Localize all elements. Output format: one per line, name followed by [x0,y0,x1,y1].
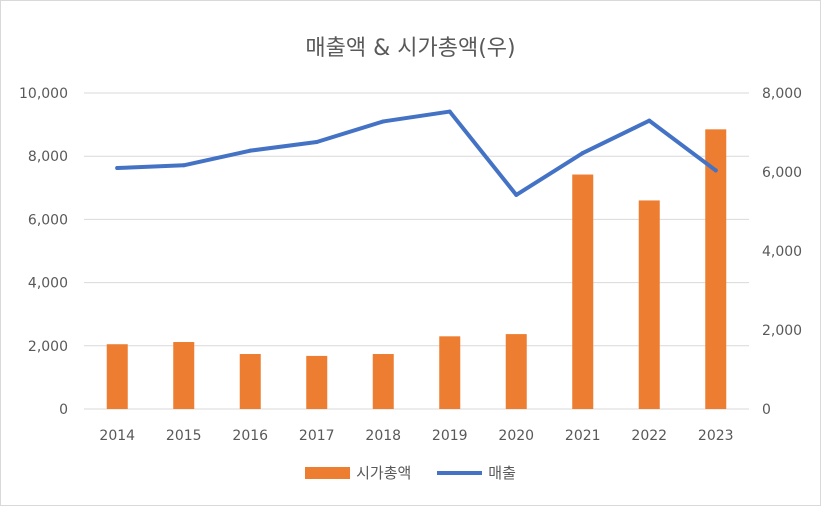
point-revenue [314,139,319,144]
bar-market-cap [572,174,594,409]
point-revenue [580,151,585,156]
y-left-tick-label: 0 [59,402,68,418]
legend-line-swatch [437,470,483,475]
x-tick-label: 2018 [365,428,401,444]
y-right-tick-label: 0 [762,402,771,418]
line-revenue [115,109,718,197]
point-revenue [181,163,186,168]
point-revenue [248,148,253,153]
bar-market-cap [372,354,394,409]
y-left-tick-label: 10,000 [19,86,68,102]
bar-market-cap [239,354,261,409]
point-revenue [647,118,652,123]
x-tick-label: 2014 [99,428,135,444]
x-tick-label: 2016 [232,428,268,444]
x-tick-label: 2022 [631,428,667,444]
bar-market-cap [439,336,461,409]
legend: 시가총액 매출 [0,462,821,483]
bar-market-cap [106,344,128,409]
legend-label-revenue: 매출 [488,464,516,482]
x-tick-label: 2023 [698,428,734,444]
point-revenue [514,192,519,197]
chart-title: 매출액 & 시가총액(우) [305,36,516,61]
y-right-tick-label: 8,000 [762,86,802,102]
bar-market-cap [705,129,727,409]
y-left-tick-label: 6,000 [28,212,68,228]
bar-market-cap [638,200,660,409]
legend-label-market-cap: 시가총액 [356,464,412,482]
bar-market-cap [173,342,195,409]
y-right-tick-label: 4,000 [762,244,802,260]
y-left-tick-label: 4,000 [28,276,68,292]
bar-market-cap [505,334,527,409]
y-right-tick-label: 2,000 [762,323,802,339]
legend-item-revenue: 매출 [437,462,516,483]
x-tick-label: 2017 [299,428,335,444]
x-tick-label: 2019 [432,428,468,444]
x-tick-label: 2015 [166,428,202,444]
x-tick-label: 2021 [565,428,601,444]
point-revenue [381,119,386,124]
legend-bar-swatch [305,466,351,479]
point-revenue [115,166,120,171]
y-left-tick-label: 8,000 [28,149,68,165]
point-revenue [713,168,718,173]
y-right-tick-label: 6,000 [762,165,802,181]
bar-market-cap [306,355,328,409]
y-left-tick-label: 2,000 [28,339,68,355]
legend-item-market-cap: 시가총액 [305,462,411,483]
x-tick-label: 2020 [498,428,534,444]
point-revenue [447,109,452,114]
